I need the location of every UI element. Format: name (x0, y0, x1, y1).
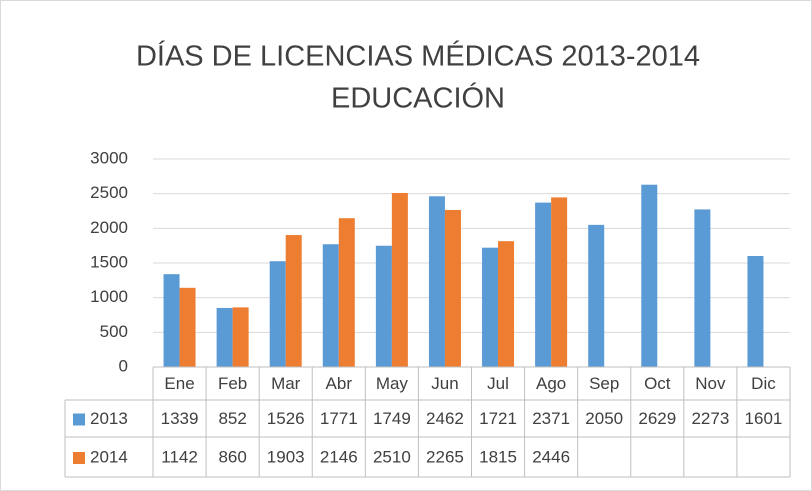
legend-swatch (73, 413, 85, 426)
x-tick-label: Ago (536, 374, 566, 393)
bar (428, 196, 445, 367)
bar (269, 261, 286, 367)
bar (535, 202, 552, 367)
table-value: 852 (218, 409, 246, 428)
chart-title: DÍAS DE LICENCIAS MÉDICAS 2013-2014 (136, 40, 700, 73)
table-value: 2510 (373, 447, 411, 466)
bar (694, 209, 711, 367)
x-tick-label: Mar (271, 374, 301, 393)
table-value: 1721 (479, 409, 517, 428)
bar (482, 247, 499, 367)
legend-label: 2013 (90, 409, 128, 428)
bar (179, 287, 196, 367)
bar (641, 184, 658, 367)
table-value: 2629 (638, 409, 676, 428)
table-value: 1749 (373, 409, 411, 428)
y-tick-label: 2000 (90, 218, 128, 237)
x-tick-label: Oct (644, 374, 671, 393)
table-value: 2050 (585, 409, 623, 428)
table-value: 2462 (426, 409, 464, 428)
y-tick-label: 2500 (90, 183, 128, 202)
x-tick-label: Jul (487, 374, 509, 393)
legend-swatch (73, 452, 85, 464)
x-tick-label: Feb (218, 374, 247, 393)
table-value: 2265 (426, 447, 464, 466)
bar (551, 197, 568, 367)
table-value: 2446 (532, 447, 570, 466)
table-value: 2273 (691, 409, 729, 428)
table-value: 1815 (479, 447, 517, 466)
table-value: 2146 (320, 447, 358, 466)
chart-title: EDUCACIÓN (331, 82, 505, 115)
bar (444, 209, 461, 367)
bar (322, 244, 339, 367)
bar (232, 307, 249, 367)
bar (163, 274, 180, 367)
x-tick-label: Ene (164, 374, 194, 393)
y-tick-label: 0 (119, 356, 128, 375)
bar (285, 235, 302, 367)
bar (498, 241, 515, 367)
bar (375, 245, 392, 367)
x-tick-label: Abr (326, 374, 353, 393)
table-value: 860 (218, 447, 246, 466)
table-value: 2371 (532, 409, 570, 428)
y-tick-label: 3000 (90, 148, 128, 167)
x-tick-label: Sep (589, 374, 619, 393)
bar (216, 307, 233, 367)
y-tick-label: 1000 (90, 287, 128, 306)
legend-label: 2014 (90, 447, 128, 466)
y-tick-label: 500 (100, 322, 128, 341)
table-value: 1903 (267, 447, 305, 466)
table-value: 1339 (161, 409, 199, 428)
table-value: 1142 (161, 447, 198, 466)
bar (391, 192, 408, 367)
x-tick-label: Jun (431, 374, 458, 393)
bar (588, 224, 605, 367)
x-tick-label: Dic (751, 374, 776, 393)
x-tick-label: May (376, 374, 409, 393)
table-value: 1771 (320, 409, 358, 428)
bar (747, 255, 764, 367)
y-tick-label: 1500 (90, 252, 128, 271)
bar (338, 218, 355, 367)
table-value: 1601 (745, 409, 783, 428)
x-tick-label: Nov (695, 374, 726, 393)
table-value: 1526 (267, 409, 305, 428)
